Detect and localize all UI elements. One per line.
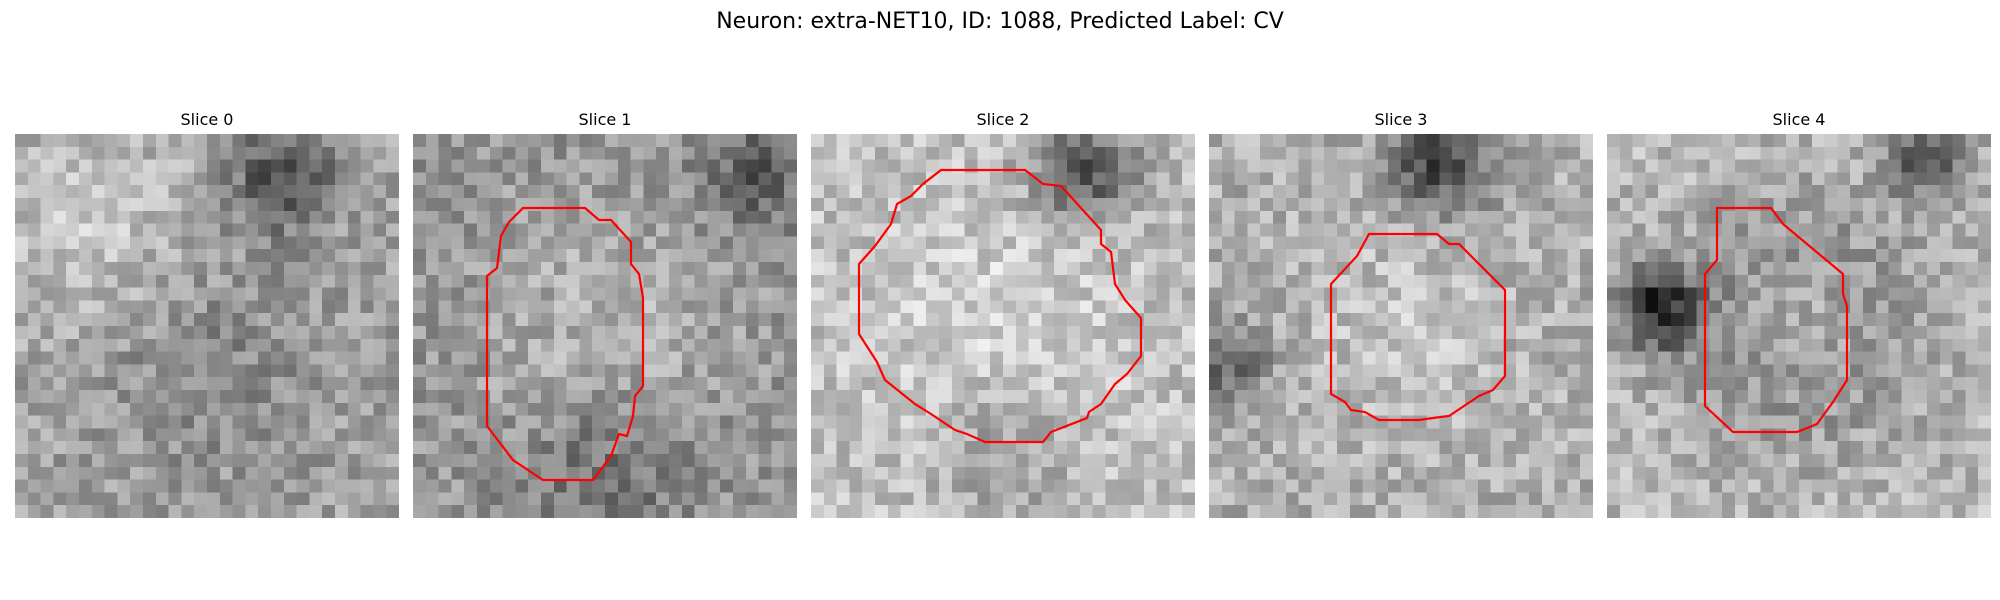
slice-2-title: Slice 2 xyxy=(976,110,1030,129)
slice-2-contour xyxy=(857,168,1143,444)
slice-2-image xyxy=(811,134,1195,518)
slice-3-contour xyxy=(1329,232,1507,422)
slice-4-image xyxy=(1607,134,1991,518)
slice-1-contour xyxy=(485,206,645,482)
slice-3-title: Slice 3 xyxy=(1374,110,1428,129)
slice-4-title: Slice 4 xyxy=(1772,110,1826,129)
slice-3-image xyxy=(1209,134,1593,518)
slice-0-title: Slice 0 xyxy=(180,110,234,129)
slice-0-image xyxy=(15,134,399,518)
slice-4-contour xyxy=(1703,206,1849,434)
slice-1-image xyxy=(413,134,797,518)
slice-1-title: Slice 1 xyxy=(578,110,632,129)
figure-title: Neuron: extra-NET10, ID: 1088, Predicted… xyxy=(716,9,1284,34)
